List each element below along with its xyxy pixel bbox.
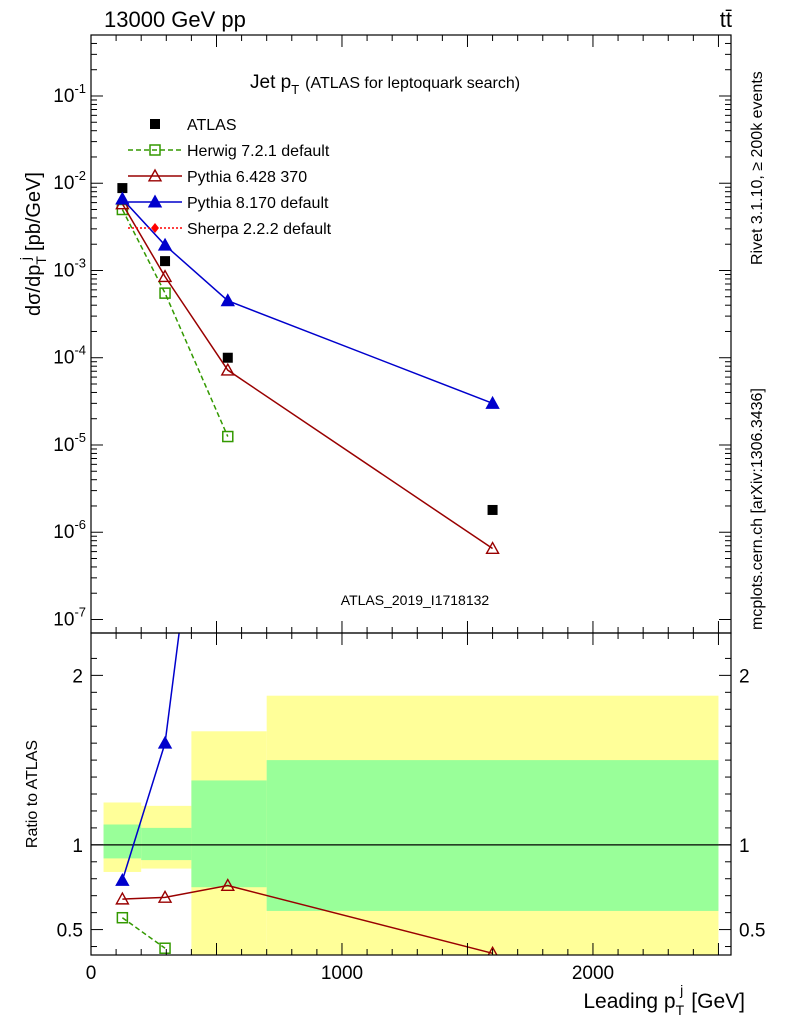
ratio-y-axis-label: Ratio to ATLAS <box>24 740 41 848</box>
mcplots-label: mcplots.cern.ch [arXiv:1306.3436] <box>749 388 766 630</box>
y-tick-label: 10-4 <box>53 343 86 369</box>
ratio-y-tick-label-right: 2 <box>739 666 750 687</box>
y-tick-label: 10-1 <box>53 81 86 107</box>
data-point <box>157 269 173 283</box>
ratio-y-tick-label: 2 <box>72 666 83 687</box>
ratio-content <box>91 633 731 955</box>
data-point <box>220 362 235 376</box>
ratio-point <box>487 945 498 955</box>
data-point <box>487 504 498 515</box>
legend-label: Pythia 8.170 default <box>187 195 329 212</box>
y-tick-label: 10-2 <box>53 168 86 194</box>
main-title: Jet pT (ATLAS for leptoquark search) <box>250 72 520 97</box>
uncertainty-band-inner <box>141 827 192 861</box>
legend-marker <box>151 223 159 233</box>
ratio-point <box>157 735 173 749</box>
y-tick-label: 10-3 <box>53 255 86 281</box>
series-line <box>121 203 493 550</box>
data-point <box>485 541 500 555</box>
legend-marker <box>149 144 161 156</box>
ratio-y-tick-label: 1 <box>72 836 83 857</box>
ratio-y-tick-label: 0.5 <box>57 921 83 942</box>
data-point <box>115 191 130 205</box>
data-point <box>160 256 171 267</box>
ratio-point <box>115 891 130 905</box>
uncertainty-band-inner <box>266 760 719 911</box>
ratio-point <box>115 872 130 886</box>
ratio-point <box>116 911 129 924</box>
data-point <box>220 293 235 307</box>
ratio-line <box>121 917 166 949</box>
legend-label: Sherpa 2.2.2 default <box>187 221 332 238</box>
legend-marker <box>150 119 160 129</box>
uncertainty-band-inner <box>191 780 267 888</box>
ratio-point <box>220 878 235 892</box>
ratio-point <box>159 942 171 954</box>
series-line <box>121 209 229 437</box>
ratio-panel: 0.5 0.5 1 1 2 2 0 1000 2000 Ratio to ATLAS Leading… <box>24 632 765 1018</box>
y-tick-label: 10-5 <box>53 430 86 456</box>
data-point <box>485 395 500 409</box>
rivet-label: Rivet 3.1.10, ≥ 200k events <box>749 71 766 265</box>
y-axis-label: dσ/dpTj[pb/GeV] <box>17 172 49 316</box>
data-point <box>222 352 233 363</box>
x-axis-label: Leading pTj [GeV] <box>583 982 745 1018</box>
uncertainty-band-inner <box>103 824 142 859</box>
series-line <box>121 198 493 405</box>
data-point <box>117 183 128 194</box>
main-panel: 10-7 10-6 10-5 10-4 10-3 10-2 10-1 Jet pT (ATLAS… <box>17 34 732 634</box>
header-left: 13000 GeV pp <box>104 7 246 32</box>
ratio-line <box>122 884 493 955</box>
x-tick-label: 1000 <box>321 963 363 984</box>
x-tick-label: 0 <box>86 963 97 984</box>
ratio-point <box>157 889 173 903</box>
y-tick-label: 10-7 <box>53 604 86 630</box>
x-tick-label: 2000 <box>572 963 614 984</box>
legend: ATLAS Herwig 7.2.1 default Pythia 6.428 37… <box>128 117 332 238</box>
analysis-label: ATLAS_2019_I1718132 <box>341 592 490 608</box>
legend-label: Pythia 6.428 370 <box>187 169 307 186</box>
legend-marker <box>147 168 163 182</box>
header-right: tt̄ <box>720 7 732 32</box>
data-point <box>159 287 171 299</box>
legend-label: ATLAS <box>187 117 237 134</box>
legend-marker <box>147 194 163 208</box>
main-series <box>115 183 500 555</box>
ratio-y-tick-label-right: 1 <box>739 836 750 857</box>
data-point <box>157 237 173 251</box>
ratio-y-tick-label-right: 0.5 <box>739 921 765 942</box>
legend-label: Herwig 7.2.1 default <box>187 143 330 160</box>
data-point <box>222 430 234 443</box>
y-tick-label: 10-6 <box>53 517 86 543</box>
